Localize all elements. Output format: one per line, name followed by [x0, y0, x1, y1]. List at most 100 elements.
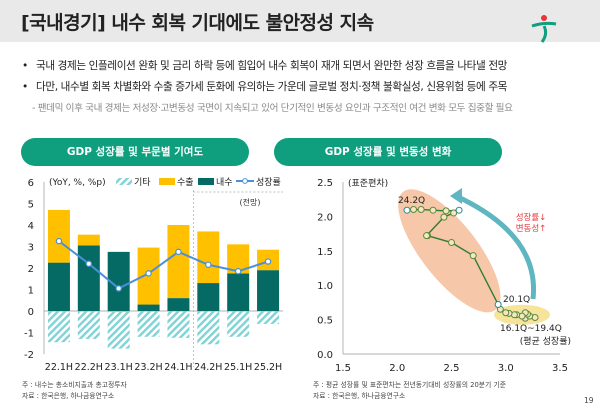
data-point [448, 239, 455, 247]
bar-other [107, 311, 130, 349]
bar-other [197, 311, 220, 345]
x-tick-label: 2.0 [389, 363, 405, 374]
growth-line [58, 240, 269, 290]
trend-arrowhead [450, 188, 462, 204]
label-24-2Q: 24.2Q [398, 196, 425, 206]
x-tick-label: 1.5 [335, 363, 351, 374]
forecast-label: (전망) [240, 197, 261, 207]
bar-other [257, 311, 280, 324]
x-axis-label: (평균 성장률) [520, 336, 571, 347]
trend-arrow [454, 193, 537, 300]
summary-bullets: • 국내 경제는 인플레이션 완화 및 금리 하락 등에 힘입어 내수 회복이 재… [22, 56, 513, 119]
y-tick-label: 5 [28, 200, 34, 211]
growth-point [175, 248, 182, 256]
annotation-growth-down: 성장률↓ [516, 212, 547, 223]
data-point [450, 209, 458, 217]
note-line: 주 : 평균 성장률 및 표준편차는 전년동기대비 성장률의 20분기 기준 [313, 381, 506, 389]
x-tick-label: 24.1H [164, 362, 192, 373]
bar-other [227, 311, 250, 337]
source-line: 자료 : 한국은행, 하나금융연구소 [313, 392, 406, 400]
bar-domestic [167, 298, 190, 311]
data-point [403, 206, 411, 214]
x-tick-label: 25.2H [254, 362, 282, 373]
x-tick-label: 2.5 [444, 363, 460, 374]
legend-label: 내수 [216, 177, 233, 188]
growth-point [145, 270, 152, 277]
note-line: 주 : 내수는 총소비지출과 총고정투자 [22, 381, 127, 389]
bar-other [167, 311, 190, 338]
bar-export [47, 209, 70, 263]
x-tick-label: 3.0 [498, 363, 514, 374]
data-point [417, 206, 425, 214]
y-tick-label: 0.0 [317, 350, 333, 361]
growth-point [115, 285, 122, 292]
bar-other [137, 311, 160, 337]
growth-point [205, 261, 212, 268]
bar-other [77, 311, 100, 339]
hana-logo [531, 15, 557, 43]
x-tick-label: 25.1H [224, 362, 252, 373]
bar-domestic [107, 251, 130, 311]
y-tick-label: 2.5 [317, 178, 333, 189]
data-point [469, 252, 477, 260]
x-tick-label: 24.2H [194, 362, 222, 373]
data-point [440, 213, 448, 221]
data-point [423, 232, 431, 240]
bar-export [107, 311, 130, 313]
growth-point [55, 237, 63, 245]
data-point [502, 309, 510, 317]
highlight-ellipse-recent [398, 189, 501, 313]
sub-bullet: - 팬데믹 이후 국내 경제는 저성장·고변동성 국면이 지속되고 있어 단기적… [32, 103, 513, 114]
chart-2-header: GDP 성장률 및 변동성 변화 [274, 138, 502, 166]
bar-export [227, 244, 250, 274]
y-tick-label: 1 [28, 286, 34, 297]
data-point [455, 206, 463, 214]
x-tick-label: 3.5 [552, 363, 568, 374]
y-tick-label: -2 [24, 350, 34, 361]
source-line: 자료 : 한국은행, 하나금융연구소 [22, 392, 115, 400]
growth-point [234, 268, 242, 275]
y-tick-label: 0 [28, 307, 34, 318]
chart-1-notes: 주 : 내수는 총소비지출과 총고정투자 자료 : 한국은행, 하나금융연구소 [22, 380, 127, 402]
y-axis-label: (표준편차) [348, 177, 388, 189]
growth-point [264, 258, 272, 265]
chart-2-notes: 주 : 평균 성장률 및 표준편차는 전년동기대비 성장률의 20분기 기준 자… [313, 380, 506, 402]
y-tick-label: 1.5 [317, 247, 333, 258]
bar-domestic [257, 270, 280, 311]
legend-swatch-domestic [198, 178, 214, 185]
annotation-volatility-up: 변동성↑ [516, 223, 547, 234]
bar-export [77, 234, 100, 246]
y-tick-label: 2 [28, 264, 34, 275]
legend-label: 기타 [134, 177, 151, 188]
legend-swatch-other [116, 178, 132, 185]
page-title: [국내경기] 내수 회복 기대에도 불안정성 지속 [21, 12, 374, 34]
x-tick-label: 22.2H [75, 362, 103, 373]
bar-other [47, 311, 70, 343]
bar-export [197, 231, 220, 284]
y-tick-label: 3 [28, 243, 34, 254]
unit-label: (YoY, %, %p) [49, 178, 106, 188]
x-tick-label: 23.1H [105, 362, 133, 373]
data-point [442, 207, 450, 215]
growth-point [85, 260, 93, 267]
data-point [494, 300, 502, 308]
header-bar: [국내경기] 내수 회복 기대에도 불안정성 지속 [0, 0, 600, 42]
label-16-19: 16.1Q~19.4Q [500, 324, 562, 334]
bullet-1: • 국내 경제는 인플레이션 완화 및 금리 하락 등에 힘입어 내수 회복이 재… [22, 60, 508, 72]
page-number: 19 [584, 396, 594, 405]
legend-swatch-export [159, 178, 175, 185]
bar-export [167, 225, 190, 299]
y-tick-label: -1 [24, 329, 34, 340]
bullet-2: • 다만, 내수별 회복 차별화와 수출 증가세 둔화에 유의하는 가운데 글로벌… [22, 81, 508, 93]
y-tick-label: 0.5 [317, 316, 333, 327]
label-20-1Q: 20.1Q [503, 295, 530, 305]
y-tick-label: 1.0 [317, 281, 333, 292]
bar-domestic [137, 304, 160, 311]
bar-domestic [47, 262, 70, 311]
data-point [410, 206, 418, 214]
y-tick-label: 4 [28, 221, 34, 232]
bullet-text: 다만, 내수별 회복 차별화와 수출 증가세 둔화에 유의하는 가운데 글로벌 … [36, 81, 508, 93]
y-tick-label: 6 [28, 178, 34, 189]
